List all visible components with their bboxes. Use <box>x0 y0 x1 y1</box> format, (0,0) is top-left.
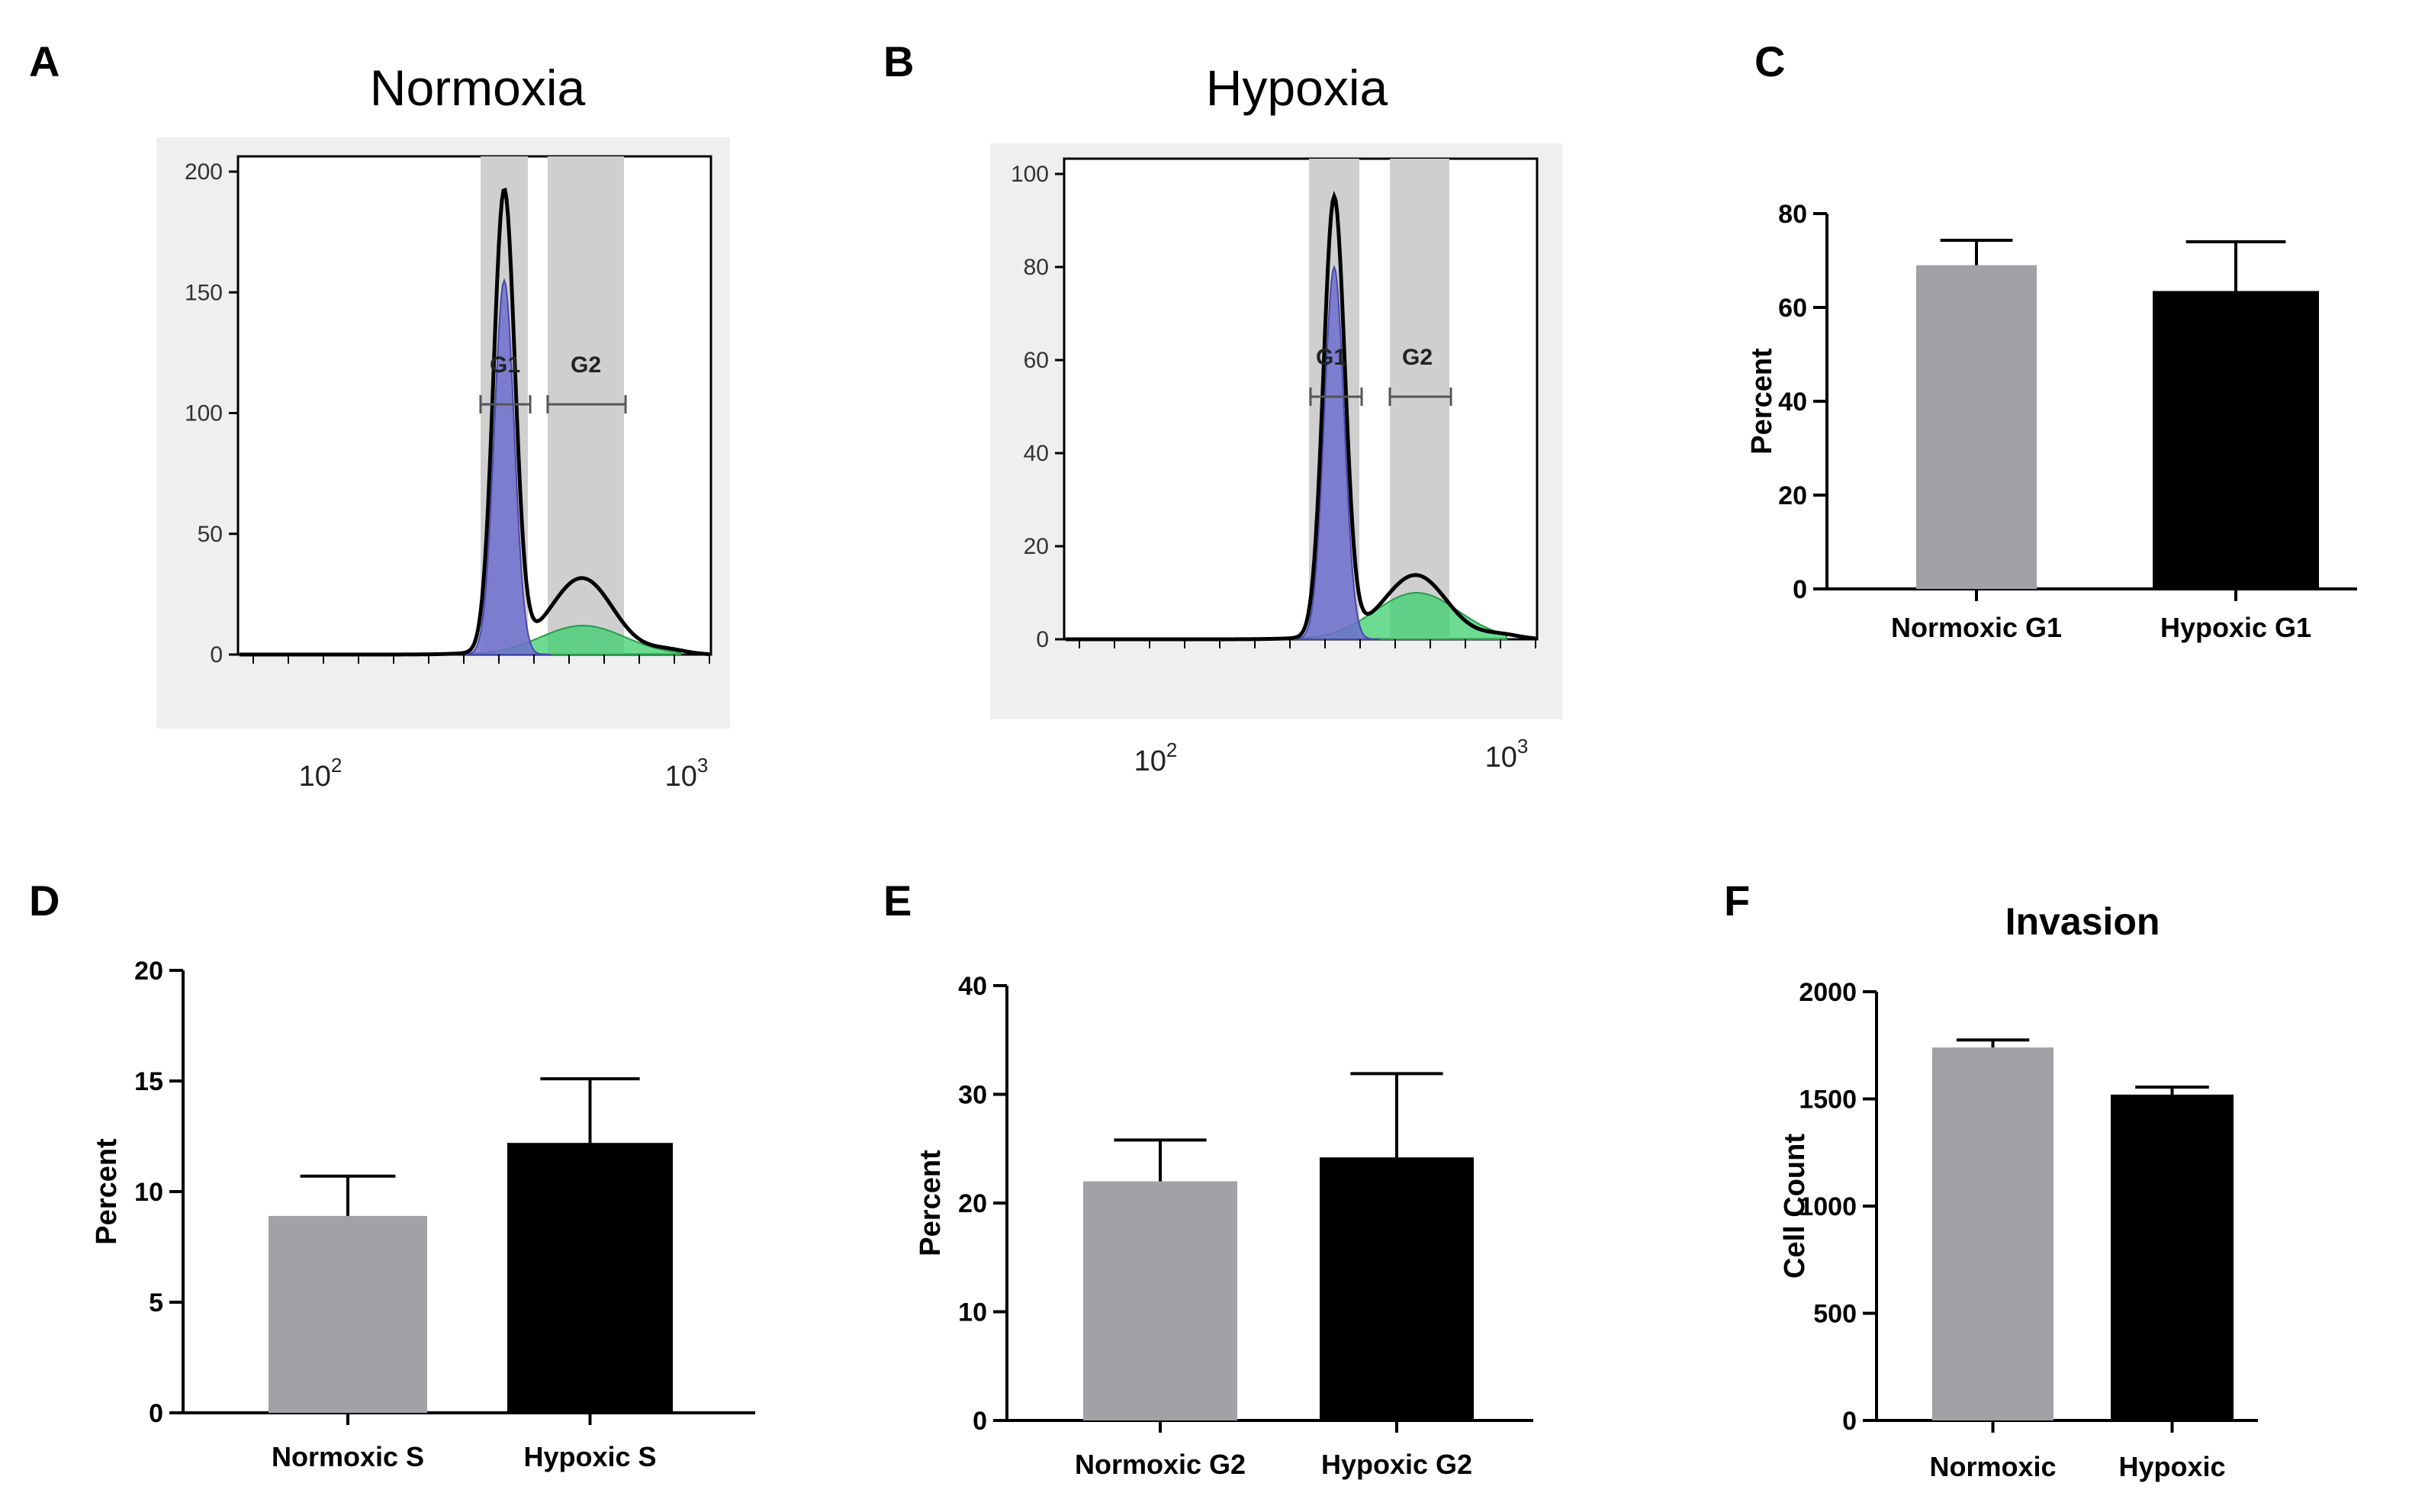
histogram-plot-area-a <box>236 155 712 656</box>
bar-f-hypoxic <box>2111 1094 2234 1420</box>
y-tick-label-c: 20 <box>1778 481 1807 510</box>
y-tick-label-c: 0 <box>1793 575 1807 604</box>
histogram-y-label-a: 150 <box>185 280 223 305</box>
panel-label-e: E <box>883 877 912 925</box>
bar-c-normoxic <box>1916 265 2037 589</box>
gate-label-b: G2 <box>1402 345 1433 370</box>
histogram-plot-area-b <box>1063 157 1539 641</box>
panel-label-c: C <box>1754 37 1785 85</box>
y-tick-label-e: 40 <box>958 972 987 1001</box>
decade-base: 10 <box>299 761 331 793</box>
histogram-decade-label-b: 102 <box>1134 738 1178 777</box>
gate-label-a: G2 <box>571 352 601 378</box>
decade-exponent: 3 <box>1517 735 1528 758</box>
bar-chart-e: 0 10 20 30 40 Percent Normoxic G2 Hypoxic G2 <box>915 972 1533 1480</box>
bar-c-hypoxic <box>2153 291 2319 589</box>
category-label-f: Hypoxic <box>2118 1451 2225 1482</box>
category-label-e: Hypoxic G2 <box>1321 1449 1472 1480</box>
category-label-d: Normoxic S <box>272 1441 424 1472</box>
y-tick-label-f: 1500 <box>1799 1086 1857 1115</box>
histogram-decade-label-a: 102 <box>299 754 343 793</box>
y-axis-label-d: Percent <box>91 1138 123 1245</box>
panel-label-a: A <box>29 37 59 85</box>
bar-e-normoxic <box>1083 1181 1237 1420</box>
gate-label-b: G1 <box>1316 345 1346 370</box>
panel-label-d: D <box>29 877 59 925</box>
y-tick-label-d: 5 <box>149 1288 163 1317</box>
bar-chart-c: 0 20 40 60 80 Percent Normoxic G1 Hypoxic G1 <box>1746 200 2357 643</box>
bar-d-hypoxic <box>507 1143 673 1413</box>
histogram-y-label-a: 100 <box>185 401 223 426</box>
decade-base: 10 <box>1485 742 1517 774</box>
y-axis-label-e: Percent <box>915 1150 947 1256</box>
y-tick-label-f: 2000 <box>1799 978 1857 1007</box>
y-axis-label-f: Cell Count <box>1779 1134 1811 1279</box>
histogram-y-label-b: 20 <box>1024 534 1049 559</box>
decade-base: 10 <box>665 761 697 793</box>
bar-e-hypoxic <box>1320 1157 1474 1420</box>
bar-chart-d: 0 5 10 15 20 Percent Normoxic S Hypoxic S <box>91 957 755 1472</box>
y-tick-label-d: 0 <box>149 1399 163 1428</box>
y-tick-label-c: 40 <box>1778 388 1807 417</box>
y-tick-label-f: 500 <box>1813 1300 1857 1329</box>
histogram-outline-a <box>240 187 710 657</box>
y-tick-label-c: 80 <box>1778 200 1807 229</box>
histogram-y-label-b: 80 <box>1024 255 1049 280</box>
histogram-y-label-b: 0 <box>1036 627 1049 652</box>
histogram-y-label-b: 40 <box>1024 441 1049 466</box>
histogram-y-label-a: 0 <box>210 642 223 668</box>
g1-fill-b <box>1288 264 1381 640</box>
y-tick-label-e: 30 <box>958 1081 987 1110</box>
y-tick-label-c: 60 <box>1778 294 1807 323</box>
chart-title-f: Invasion <box>2005 900 2160 943</box>
category-label-f: Normoxic <box>1929 1451 2056 1482</box>
histogram-title-normoxia: Normoxia <box>370 60 586 116</box>
y-tick-label-f: 1000 <box>1799 1192 1857 1221</box>
bar-d-normoxic <box>269 1215 427 1413</box>
decade-exponent: 2 <box>331 754 342 777</box>
panel-label-b: B <box>883 37 914 85</box>
y-tick-label-d: 10 <box>134 1178 163 1207</box>
y-tick-label-e: 10 <box>958 1298 987 1327</box>
y-tick-label-e: 20 <box>958 1189 987 1218</box>
category-label-e: Normoxic G2 <box>1075 1449 1246 1480</box>
decade-base: 10 <box>1134 745 1166 777</box>
category-label-c: Hypoxic G1 <box>2160 612 2311 643</box>
y-tick-label-e: 0 <box>973 1407 987 1436</box>
histogram-y-label-a: 50 <box>198 522 223 547</box>
y-axis-label-c: Percent <box>1746 348 1778 455</box>
y-tick-label-d: 15 <box>134 1067 163 1096</box>
gate-band-g2-b <box>1390 159 1449 639</box>
gate-label-a: G1 <box>490 352 520 378</box>
histogram-y-label-a: 200 <box>185 159 223 185</box>
histogram-title-hypoxia: Hypoxia <box>1206 60 1388 116</box>
decade-exponent: 3 <box>697 754 708 777</box>
histogram-decade-label-a: 103 <box>665 754 709 793</box>
category-label-d: Hypoxic S <box>523 1441 656 1472</box>
y-tick-label-f: 0 <box>1842 1407 1857 1436</box>
histogram-y-label-b: 100 <box>1011 162 1049 187</box>
histogram-outline-b <box>1066 191 1536 642</box>
histogram-decade-label-b: 103 <box>1485 735 1529 774</box>
category-label-c: Normoxic G1 <box>1891 612 2062 643</box>
panel-label-f: F <box>1724 877 1750 925</box>
g1-fill-a <box>458 278 551 655</box>
bar-chart-f: Invasion 0 500 1000 1500 2000 Cell Count Normox… <box>1779 900 2258 1482</box>
decade-exponent: 2 <box>1166 738 1177 761</box>
y-tick-label-d: 20 <box>134 957 163 986</box>
histogram-y-label-b: 60 <box>1024 348 1049 373</box>
bar-f-normoxic <box>1932 1047 2054 1420</box>
